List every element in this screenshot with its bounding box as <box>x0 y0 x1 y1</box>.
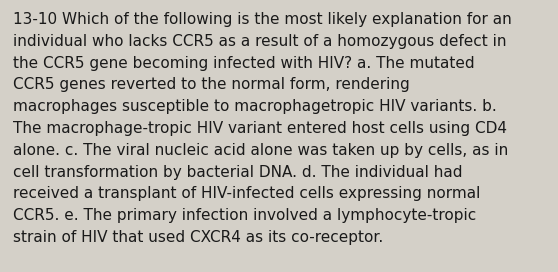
Text: cell transformation by bacterial DNA. d. The individual had: cell transformation by bacterial DNA. d.… <box>13 165 463 180</box>
Text: individual who lacks CCR5 as a result of a homozygous defect in: individual who lacks CCR5 as a result of… <box>13 34 507 49</box>
Text: 13-10 Which of the following is the most likely explanation for an: 13-10 Which of the following is the most… <box>13 12 512 27</box>
Text: CCR5 genes reverted to the normal form, rendering: CCR5 genes reverted to the normal form, … <box>13 78 410 92</box>
Text: macrophages susceptible to macrophagetropic HIV variants. b.: macrophages susceptible to macrophagetro… <box>13 99 497 114</box>
Text: the CCR5 gene becoming infected with HIV? a. The mutated: the CCR5 gene becoming infected with HIV… <box>13 55 475 71</box>
Text: received a transplant of HIV-infected cells expressing normal: received a transplant of HIV-infected ce… <box>13 186 480 201</box>
Text: The macrophage-tropic HIV variant entered host cells using CD4: The macrophage-tropic HIV variant entere… <box>13 121 507 136</box>
Text: alone. c. The viral nucleic acid alone was taken up by cells, as in: alone. c. The viral nucleic acid alone w… <box>13 143 508 158</box>
Text: CCR5. e. The primary infection involved a lymphocyte-tropic: CCR5. e. The primary infection involved … <box>13 208 476 223</box>
Text: strain of HIV that used CXCR4 as its co-receptor.: strain of HIV that used CXCR4 as its co-… <box>13 230 383 245</box>
